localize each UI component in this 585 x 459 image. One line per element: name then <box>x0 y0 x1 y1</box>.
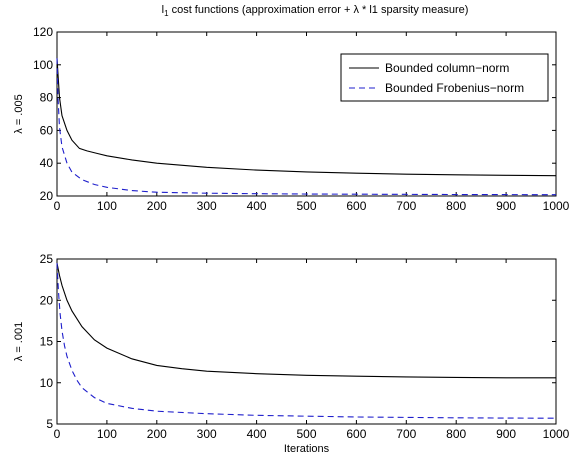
bottom-panel: 0 100 200 300 400 500 600 700 800 900 1000 5 10 15 20 2… <box>13 252 570 455</box>
top-y-tick-label: 60 <box>40 123 54 137</box>
bottom-x-tick-label: 500 <box>296 427 316 441</box>
top-x-tick-label: 300 <box>197 199 217 213</box>
bottom-y-tick-label: 10 <box>40 376 54 390</box>
bottom-y-tick-label: 15 <box>40 335 54 349</box>
bottom-x-tick-label: 100 <box>97 427 117 441</box>
top-x-tick-label: 100 <box>97 199 117 213</box>
bottom-x-tick-label: 0 <box>54 427 61 441</box>
bottom-x-tick-label: 800 <box>446 427 466 441</box>
top-y-tick-label: 80 <box>40 91 54 105</box>
top-y-tick-label: 20 <box>40 189 54 203</box>
top-x-tick-label: 1000 <box>543 199 570 213</box>
top-y-tick-label: 120 <box>33 25 53 39</box>
bottom-x-tick-label: 900 <box>496 427 516 441</box>
top-x-tick-label: 400 <box>247 199 267 213</box>
figure-title-l: l <box>162 4 164 16</box>
bottom-y-tick-label: 25 <box>40 252 54 266</box>
bottom-x-tick-label: 700 <box>396 427 416 441</box>
top-y-tick-label: 40 <box>40 156 54 170</box>
top-legend: Bounded column−norm Bounded Frobenius−nor… <box>340 53 549 102</box>
bottom-x-tick-label: 300 <box>197 427 217 441</box>
top-series-dashed-line <box>56 58 557 196</box>
top-x-tick-label: 800 <box>446 199 466 213</box>
top-x-tick-label: 900 <box>496 199 516 213</box>
bottom-plot-frame <box>56 258 557 425</box>
top-x-tick-label: 200 <box>147 199 167 213</box>
top-x-tick-label: 0 <box>54 199 61 213</box>
bottom-y-axis-label: λ = .001 <box>13 322 25 361</box>
bottom-y-tick-label: 5 <box>46 417 53 431</box>
figure-title: l1 cost functions (approximation error +… <box>162 4 469 18</box>
top-series-solid-line <box>56 58 557 177</box>
top-x-tick-label: 500 <box>296 199 316 213</box>
bottom-x-tick-label: 200 <box>147 427 167 441</box>
bottom-series-solid-line <box>56 263 556 379</box>
bottom-series-dashed-line <box>56 263 557 419</box>
figure-title-subscript: 1 <box>164 9 169 18</box>
bottom-x-tick-label: 1000 <box>543 427 570 441</box>
bottom-y-tick-label: 20 <box>40 293 54 307</box>
bottom-x-axis-label: Iterations <box>284 443 330 455</box>
top-y-axis-label: λ = .005 <box>13 94 25 133</box>
top-legend-label: Bounded Frobenius−norm <box>385 81 524 95</box>
figure-title-rest: cost functions (approximation error + λ … <box>169 4 469 16</box>
bottom-x-tick-label: 600 <box>346 427 366 441</box>
top-legend-label: Bounded column−norm <box>385 61 509 75</box>
top-x-tick-label: 700 <box>396 199 416 213</box>
top-legend-box <box>340 53 549 102</box>
bottom-x-tick-label: 400 <box>247 427 267 441</box>
top-x-tick-label: 600 <box>346 199 366 213</box>
top-panel: 0 100 200 300 400 500 600 700 800 900 1000 20 40 60 80… <box>13 25 570 213</box>
top-y-tick-label: 100 <box>33 58 53 72</box>
